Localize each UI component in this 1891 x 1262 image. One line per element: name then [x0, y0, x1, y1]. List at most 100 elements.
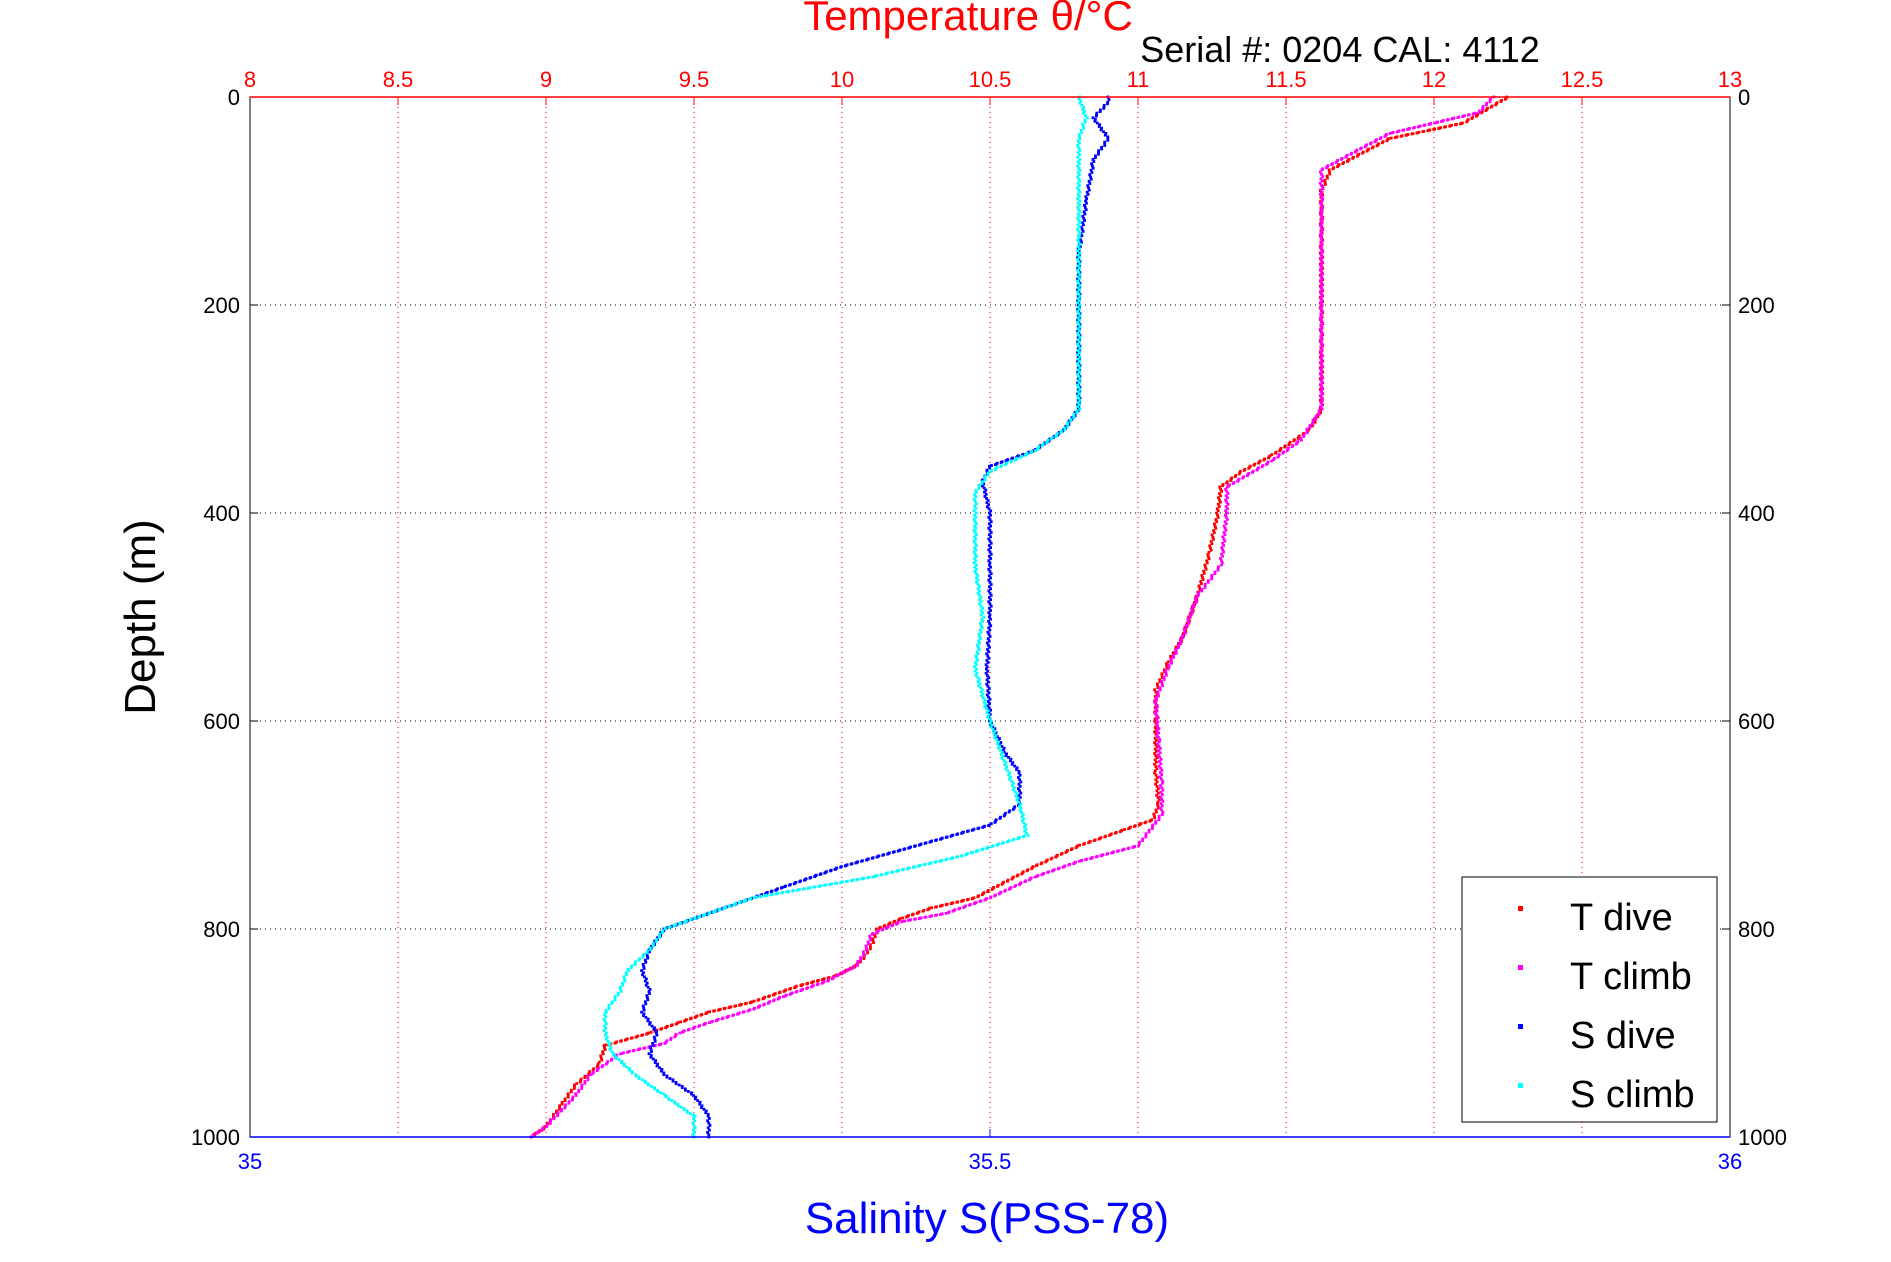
data-point — [1206, 553, 1210, 556]
data-point — [975, 490, 978, 494]
data-point — [988, 464, 991, 468]
data-point — [1086, 193, 1090, 196]
data-point — [1078, 403, 1081, 407]
data-point — [989, 557, 992, 560]
data-point — [986, 890, 989, 893]
data-point — [987, 643, 990, 647]
data-point — [1427, 123, 1431, 126]
data-point — [646, 956, 650, 960]
data-point — [1050, 437, 1053, 441]
data-point — [630, 1071, 634, 1075]
data-point — [604, 1015, 608, 1019]
data-point — [1072, 412, 1076, 416]
data-point — [579, 1079, 583, 1082]
data-point — [567, 1101, 571, 1105]
data-point — [1097, 837, 1101, 841]
data-point — [704, 1111, 708, 1115]
data-point — [1077, 344, 1081, 348]
data-point — [978, 678, 981, 681]
data-point — [1155, 810, 1158, 814]
data-point — [989, 723, 992, 727]
data-point — [1321, 321, 1325, 325]
data-point — [657, 1043, 661, 1047]
data-point — [1316, 415, 1320, 418]
data-point — [677, 1083, 681, 1087]
data-point — [1076, 392, 1079, 396]
data-point — [989, 541, 993, 545]
data-point — [1078, 214, 1081, 218]
data-point — [1174, 648, 1177, 651]
data-point — [1155, 714, 1159, 717]
data-point — [606, 1039, 610, 1043]
data-point — [1251, 470, 1254, 474]
data-point — [1313, 420, 1317, 424]
data-point — [596, 1064, 599, 1068]
data-point — [560, 1102, 564, 1106]
data-point — [663, 1042, 667, 1045]
data-point — [1202, 571, 1206, 575]
data-point — [895, 922, 898, 926]
data-point — [820, 978, 824, 982]
data-point — [834, 882, 837, 885]
data-point — [1158, 798, 1161, 802]
data-point — [1155, 760, 1158, 764]
data-point — [1091, 164, 1094, 168]
data-point — [975, 563, 978, 567]
data-point — [985, 652, 989, 656]
data-point — [610, 1050, 614, 1054]
data-point — [1433, 121, 1436, 125]
data-point — [1076, 216, 1079, 220]
data-point — [1295, 442, 1298, 446]
data-point — [1137, 842, 1141, 846]
data-point — [1000, 750, 1004, 754]
data-point — [1077, 208, 1081, 212]
data-point — [1070, 416, 1074, 420]
data-point — [1089, 177, 1093, 181]
data-point — [1160, 808, 1164, 812]
data-point — [1153, 730, 1156, 734]
data-point — [1076, 359, 1079, 363]
data-point — [608, 1042, 612, 1045]
data-point — [1018, 883, 1021, 886]
data-point — [990, 723, 994, 727]
data-point — [1220, 563, 1223, 567]
data-point — [1014, 458, 1017, 462]
data-point — [980, 688, 984, 692]
data-point — [685, 1110, 689, 1114]
data-point — [1154, 820, 1158, 823]
data-point — [976, 658, 979, 662]
data-point — [1107, 98, 1111, 101]
tick-label-temp: 8.5 — [383, 67, 414, 92]
data-point — [609, 1046, 613, 1049]
data-point — [646, 996, 649, 999]
data-point — [986, 715, 989, 719]
data-point — [864, 948, 868, 952]
data-point — [762, 1003, 766, 1007]
data-point — [1001, 748, 1005, 752]
data-point — [997, 740, 1000, 744]
data-point — [1481, 108, 1484, 111]
data-point — [1126, 847, 1130, 850]
data-point — [1023, 880, 1027, 884]
data-point — [591, 1068, 595, 1072]
data-point — [1003, 889, 1007, 893]
data-point — [1320, 347, 1324, 351]
data-point — [1203, 563, 1207, 567]
data-point — [970, 897, 974, 901]
data-point — [1033, 875, 1037, 879]
data-point — [1209, 546, 1212, 550]
data-point — [1127, 827, 1130, 831]
data-point — [1076, 372, 1079, 376]
data-point — [569, 1090, 573, 1094]
data-point — [944, 858, 948, 862]
data-point — [878, 926, 881, 930]
data-point — [989, 604, 993, 608]
data-point — [1319, 230, 1323, 234]
data-point — [574, 1094, 578, 1097]
data-point — [1320, 336, 1324, 340]
data-point — [1320, 374, 1323, 378]
data-point — [623, 977, 626, 981]
data-point — [1076, 346, 1080, 350]
data-point — [1320, 254, 1324, 258]
data-point — [1097, 152, 1100, 156]
